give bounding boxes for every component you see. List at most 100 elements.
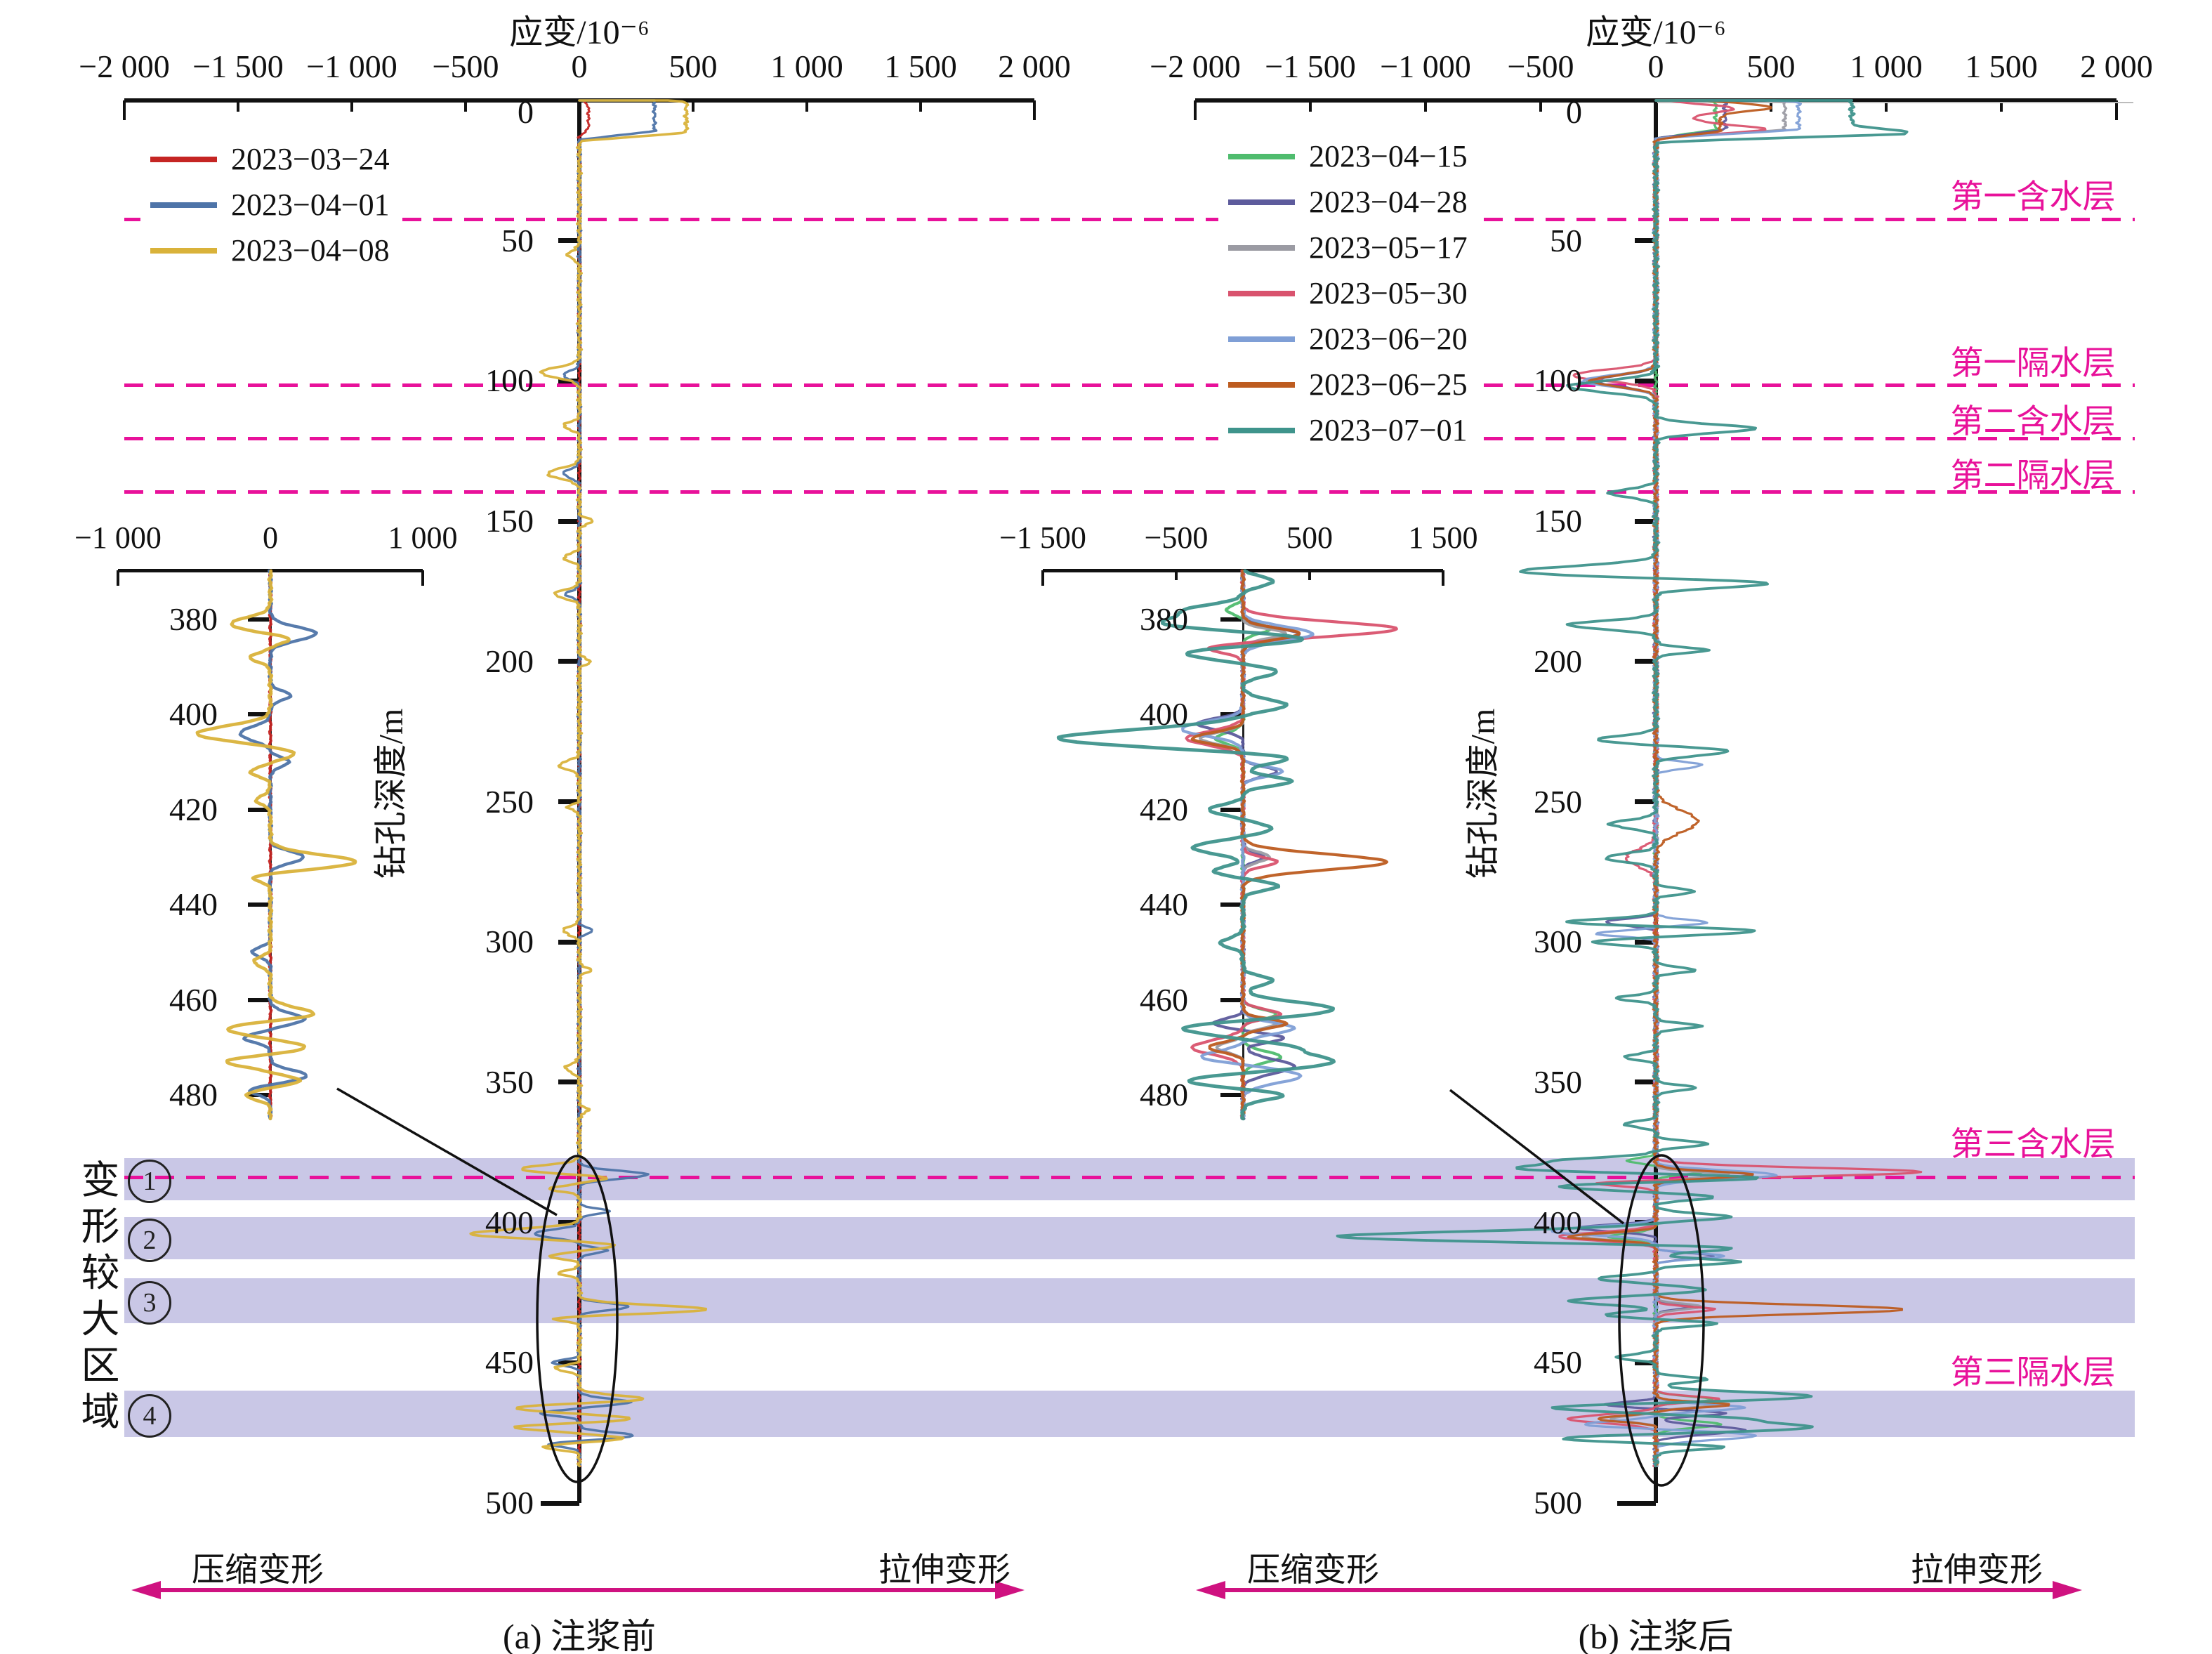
strain-axis-tick bbox=[123, 100, 126, 120]
legend-date-label: 2023−04−01 bbox=[231, 188, 390, 222]
strain-tick-label: 0 bbox=[571, 48, 588, 84]
inset-depth-tick-label: 420 bbox=[1140, 791, 1188, 827]
strain-axis-tick bbox=[692, 100, 694, 112]
inset-depth-tick-label: 440 bbox=[169, 886, 218, 923]
strain-axis-title-b: 应变/10⁻⁶ bbox=[1586, 14, 1726, 51]
inset-depth-tick-label: 460 bbox=[169, 981, 218, 1018]
legend-item: 2023−07−01 bbox=[1228, 407, 1468, 453]
compression-label-b: 压缩变形 bbox=[1247, 1552, 1379, 1589]
strain-tick-label: 2 000 bbox=[998, 48, 1071, 84]
inset-strain-tick-label: 1 500 bbox=[1408, 520, 1478, 555]
depth-axis-tick bbox=[558, 238, 579, 244]
inset-depth-tick-label: 400 bbox=[169, 696, 218, 733]
aquifer-label: 第二隔水层 bbox=[1950, 458, 2116, 495]
inset-depth-tick bbox=[248, 617, 269, 622]
surface-trace-line bbox=[1657, 102, 2133, 103]
strain-tick-label: −1 500 bbox=[192, 48, 284, 84]
strain-tick-label: −1 000 bbox=[306, 48, 397, 84]
inset-depth-tick bbox=[1220, 997, 1242, 1002]
legend-date-label: 2023−06−20 bbox=[1309, 322, 1468, 356]
aquifer-dashed-line bbox=[124, 1176, 2135, 1180]
depth-axis-tick bbox=[1635, 238, 1656, 244]
depth-tick-label: 150 bbox=[1534, 503, 1582, 539]
depth-tick-label: 300 bbox=[1534, 924, 1582, 960]
depth-tick-label: 250 bbox=[1534, 783, 1582, 820]
strain-curve-main bbox=[1551, 99, 1802, 1467]
strain-curve-main bbox=[534, 99, 658, 1467]
strain-axis-tick bbox=[2115, 100, 2118, 120]
legend-panel-a: 2023−03−24 2023−04−01 2023−04−08 bbox=[140, 135, 400, 275]
inset-depth-tick bbox=[248, 997, 269, 1002]
inset-strain-tick-label: −500 bbox=[1144, 520, 1209, 555]
deform-region-char: 较 bbox=[81, 1252, 120, 1294]
legend-item: 2023−06−25 bbox=[1228, 362, 1468, 407]
inset-depth-tick bbox=[248, 807, 269, 812]
aquifer-dashed-line bbox=[124, 436, 2135, 440]
inset-depth-tick-label: 380 bbox=[169, 601, 218, 637]
aquifer-label: 第三隔水层 bbox=[1950, 1355, 2116, 1392]
legend-date-label: 2023−04−15 bbox=[1309, 139, 1468, 173]
arrowhead-right bbox=[2053, 1581, 2082, 1599]
legend-date-label: 2023−05−30 bbox=[1309, 276, 1468, 310]
inset-depth-tick bbox=[1220, 807, 1242, 812]
caption-panel-a: (a) 注浆前 bbox=[503, 1617, 656, 1654]
depth-axis-tick bbox=[1635, 378, 1656, 383]
legend-item: 2023−04−08 bbox=[150, 228, 390, 273]
depth-axis-title-a: 钻孔深度/m bbox=[372, 708, 410, 879]
inset-depth-tick bbox=[248, 712, 269, 717]
depth-axis-tick bbox=[558, 659, 579, 664]
inset-depth-tick bbox=[1220, 903, 1242, 907]
region-marker: 1 bbox=[128, 1159, 171, 1203]
strain-tick-label: 500 bbox=[669, 48, 718, 84]
aquifer-label: 第二含水层 bbox=[1950, 403, 2116, 440]
depth-tick-label: 500 bbox=[1534, 1485, 1582, 1521]
strain-axis-tick bbox=[805, 100, 808, 112]
strain-curve-inset bbox=[195, 569, 357, 1121]
arrowhead-left bbox=[131, 1581, 161, 1599]
tension-label-b: 拉伸变形 bbox=[1911, 1552, 2043, 1589]
aquifer-dashed-line bbox=[124, 218, 2135, 222]
strain-axis-tick bbox=[1539, 100, 1542, 112]
depth-tick-label: 500 bbox=[485, 1485, 534, 1521]
inset-strain-tick-label: 0 bbox=[263, 520, 278, 555]
legend-item: 2023−06−20 bbox=[1228, 316, 1468, 362]
depth-axis-tick bbox=[1635, 939, 1656, 945]
legend-panel-b: 2023−04−15 2023−04−28 2023−05−17 2023−05−30… bbox=[1218, 132, 1477, 454]
depth-axis-tick bbox=[1635, 659, 1656, 664]
strain-axis-tick bbox=[464, 100, 467, 112]
depth-axis-title-b: 钻孔深度/m bbox=[1464, 708, 1502, 879]
legend-swatch-line bbox=[1228, 153, 1295, 159]
strain-axis-tick bbox=[237, 100, 239, 112]
region-marker: 3 bbox=[128, 1281, 171, 1325]
aquifer-label: 第一隔水层 bbox=[1950, 345, 2116, 382]
depth-tick-label: 100 bbox=[1534, 362, 1582, 399]
inset-depth-tick-label: 480 bbox=[1140, 1077, 1188, 1112]
legend-item: 2023−05−30 bbox=[1228, 270, 1468, 316]
legend-swatch-line bbox=[150, 202, 217, 208]
aquifer-dashed-line bbox=[124, 490, 2135, 494]
legend-date-label: 2023−07−01 bbox=[1309, 413, 1468, 447]
legend-swatch-line bbox=[1228, 381, 1295, 388]
inset-depth-tick bbox=[1220, 617, 1242, 622]
strain-tick-label: −500 bbox=[1507, 48, 1574, 84]
aquifer-label: 第一含水层 bbox=[1950, 179, 2116, 216]
legend-swatch-line bbox=[1228, 199, 1295, 205]
inset-strain-tick-label: 1 000 bbox=[388, 520, 458, 555]
aquifer-label: 第三含水层 bbox=[1950, 1126, 2116, 1163]
inset-strain-axis-tick bbox=[117, 570, 119, 586]
inset-strain-tick-label: 500 bbox=[1286, 520, 1333, 555]
strain-tick-label: 1 000 bbox=[770, 48, 843, 84]
depth-tick-label: 150 bbox=[485, 503, 534, 539]
strain-tick-label: 2 000 bbox=[2080, 48, 2153, 84]
legend-swatch-line bbox=[1228, 427, 1295, 433]
depth-axis-tick bbox=[558, 518, 579, 524]
depth-tick-label: 300 bbox=[485, 924, 534, 960]
caption-panel-b: (b) 注浆后 bbox=[1578, 1617, 1734, 1654]
legend-date-label: 2023−05−17 bbox=[1309, 230, 1468, 265]
deform-region-char: 区 bbox=[81, 1344, 120, 1387]
strain-tick-label: −1 000 bbox=[1380, 48, 1471, 84]
strain-curve-main bbox=[1336, 99, 1909, 1468]
strain-tick-label: −2 000 bbox=[1150, 48, 1241, 84]
depth-axis-tick bbox=[558, 799, 579, 804]
